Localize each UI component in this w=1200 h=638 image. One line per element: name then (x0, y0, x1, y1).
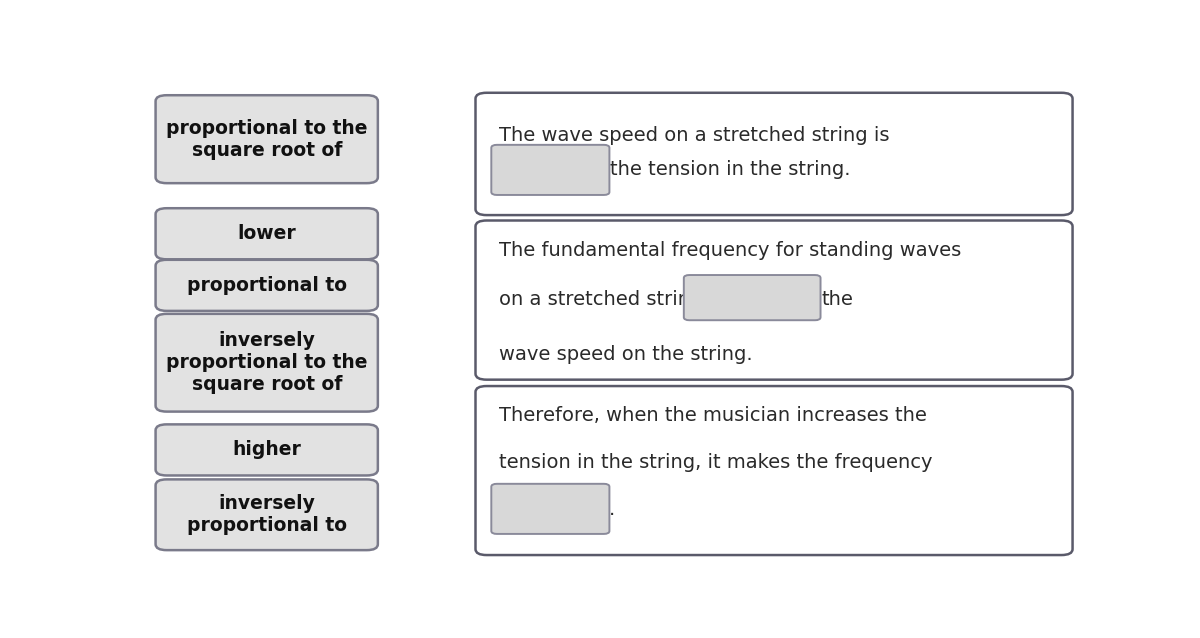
FancyBboxPatch shape (491, 484, 610, 534)
Text: on a stretched string is: on a stretched string is (499, 290, 724, 309)
FancyBboxPatch shape (684, 275, 821, 320)
Text: The fundamental frequency for standing waves: The fundamental frequency for standing w… (499, 241, 961, 260)
FancyBboxPatch shape (156, 479, 378, 550)
Text: higher: higher (233, 440, 301, 459)
FancyBboxPatch shape (475, 93, 1073, 215)
FancyBboxPatch shape (156, 314, 378, 412)
Text: inversely
proportional to: inversely proportional to (187, 494, 347, 535)
Text: lower: lower (238, 225, 296, 243)
Text: wave speed on the string.: wave speed on the string. (499, 345, 752, 364)
Text: the: the (822, 290, 853, 309)
Text: proportional to the
square root of: proportional to the square root of (166, 119, 367, 160)
Text: Therefore, when the musician increases the: Therefore, when the musician increases t… (499, 406, 926, 425)
FancyBboxPatch shape (156, 95, 378, 183)
FancyBboxPatch shape (475, 221, 1073, 380)
FancyBboxPatch shape (156, 260, 378, 311)
FancyBboxPatch shape (475, 386, 1073, 555)
FancyBboxPatch shape (156, 208, 378, 259)
Text: The wave speed on a stretched string is: The wave speed on a stretched string is (499, 126, 889, 145)
FancyBboxPatch shape (156, 424, 378, 475)
FancyBboxPatch shape (491, 145, 610, 195)
Text: .: . (608, 500, 614, 519)
Text: inversely
proportional to the
square root of: inversely proportional to the square roo… (166, 331, 367, 394)
Text: proportional to: proportional to (187, 276, 347, 295)
Text: the tension in the string.: the tension in the string. (611, 160, 851, 179)
Text: tension in the string, it makes the frequency: tension in the string, it makes the freq… (499, 453, 932, 471)
